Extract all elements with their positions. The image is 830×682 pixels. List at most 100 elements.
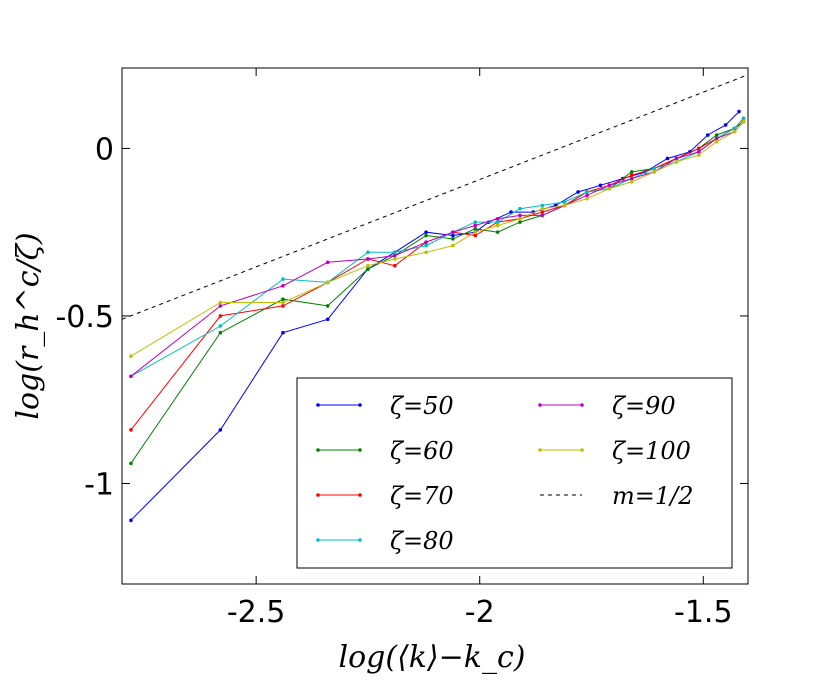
- series-5: [129, 119, 746, 358]
- legend-marker: [358, 538, 362, 542]
- data-point: [540, 210, 545, 214]
- data-point: [585, 193, 589, 198]
- data-point: [392, 250, 397, 255]
- legend-marker: [538, 403, 542, 407]
- data-point: [451, 237, 455, 241]
- data-point: [424, 233, 428, 238]
- legend-marker: [358, 403, 362, 407]
- ticks-layer: -2.5 -2 -1.5 0 -0.5 -1: [55, 68, 748, 630]
- data-point: [518, 213, 522, 218]
- data-point: [218, 314, 223, 318]
- series-line-4: [130, 121, 744, 377]
- data-point: [652, 170, 656, 174]
- legend-entry-1: ζ=60: [316, 437, 454, 465]
- data-point: [129, 374, 133, 379]
- data-point: [629, 176, 634, 181]
- data-point: [129, 518, 133, 523]
- data-point: [325, 317, 330, 322]
- legend-label: ζ=70: [390, 482, 454, 510]
- data-point: [325, 260, 330, 265]
- data-point: [129, 354, 133, 358]
- data-point: [473, 220, 478, 224]
- data-point: [424, 250, 428, 255]
- series-3: [129, 116, 746, 379]
- data-point: [665, 156, 670, 161]
- data-point: [629, 180, 634, 184]
- series-line-5: [130, 121, 744, 357]
- legend-marker: [358, 493, 362, 497]
- data-point: [218, 428, 223, 432]
- data-point: [218, 304, 223, 308]
- data-point: [281, 300, 285, 305]
- data-point: [714, 136, 719, 141]
- series-line-0: [130, 111, 740, 521]
- legend: ζ=50 ζ=60 ζ=70 ζ=80 ζ=90 ζ=100 m=1/2: [296, 377, 733, 569]
- series-line-3: [130, 117, 744, 377]
- data-point: [451, 233, 455, 238]
- data-point: [473, 230, 478, 234]
- data-point: [540, 206, 545, 211]
- data-point: [325, 280, 330, 285]
- data-point: [714, 139, 719, 144]
- legend-entry-4: ζ=90: [538, 392, 676, 420]
- data-point: [473, 227, 478, 231]
- data-point: [366, 263, 370, 268]
- x-tick-label: -2.5: [227, 595, 286, 630]
- data-point: [473, 223, 478, 228]
- data-point: [741, 119, 746, 124]
- data-point: [424, 243, 428, 248]
- data-point: [495, 223, 500, 228]
- legend-marker: [358, 448, 362, 452]
- data-point: [281, 297, 285, 301]
- data-point: [598, 183, 603, 188]
- legend-marker: [580, 448, 584, 452]
- legend-marker: [316, 538, 320, 542]
- data-point: [281, 330, 285, 335]
- legend-label: ζ=80: [390, 527, 454, 555]
- data-point: [218, 300, 223, 305]
- data-point: [697, 153, 701, 157]
- plot-frame: [121, 67, 749, 585]
- y-tick-label: -0.5: [55, 300, 114, 335]
- data-point: [629, 173, 634, 178]
- x-axis-label: log(⟨k⟩−k_c): [339, 640, 526, 675]
- data-point: [518, 216, 522, 221]
- data-point: [705, 133, 710, 137]
- data-point: [281, 283, 285, 288]
- data-point: [674, 160, 679, 164]
- data-point: [732, 126, 737, 131]
- data-point: [518, 220, 522, 224]
- data-point: [518, 206, 522, 211]
- data-point: [585, 196, 589, 201]
- legend-label: ζ=100: [612, 437, 691, 465]
- data-point: [424, 240, 428, 245]
- data-point: [281, 304, 285, 308]
- data-point: [281, 277, 285, 281]
- y-axis-label: log(r_h^c/ζ): [11, 232, 46, 419]
- legend-entry-5: ζ=100: [538, 437, 691, 465]
- data-point: [424, 230, 428, 234]
- data-point: [674, 156, 679, 161]
- data-point: [585, 190, 589, 194]
- data-point: [562, 203, 567, 208]
- legend-entry-2: ζ=70: [316, 482, 454, 510]
- data-point: [741, 116, 746, 121]
- legend-entry-6: m=1/2: [540, 482, 694, 510]
- y-tick-label: -1: [84, 467, 114, 502]
- data-point: [495, 220, 500, 224]
- data-point: [366, 257, 370, 261]
- legend-label: ζ=60: [390, 437, 454, 465]
- series-layer: [121, 74, 749, 523]
- data-point: [218, 330, 223, 335]
- data-point: [495, 216, 500, 221]
- data-point: [652, 166, 656, 171]
- data-point: [562, 200, 567, 204]
- data-point: [714, 133, 719, 137]
- data-point: [129, 428, 133, 432]
- series-4: [129, 119, 746, 379]
- legend-box: [296, 377, 733, 569]
- legend-marker: [316, 493, 320, 497]
- data-point: [697, 149, 701, 154]
- legend-entry-0: ζ=50: [316, 392, 454, 420]
